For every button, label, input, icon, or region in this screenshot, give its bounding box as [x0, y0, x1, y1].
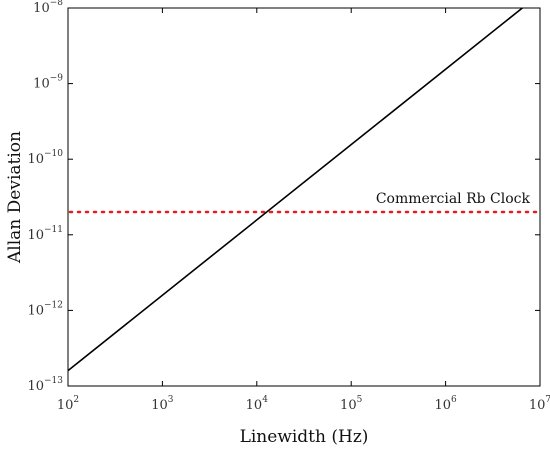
x-axis-label: Linewidth (Hz) — [240, 427, 369, 447]
x-tick-label: 103 — [151, 395, 174, 413]
y-tick-label: 10−12 — [27, 300, 63, 318]
x-axis-ticks: 102 103 104 105 106 107 — [57, 8, 550, 413]
x-tick-label: 106 — [434, 395, 457, 413]
y-tick-label: 10−8 — [33, 0, 63, 16]
series-layer — [67, 7, 523, 372]
allan-deviation-line — [67, 7, 523, 372]
rb-clock-label: Commercial Rb Clock — [376, 191, 531, 207]
y-axis-ticks: 10−13 10−12 10−11 10−10 10−9 10−8 — [27, 0, 540, 394]
y-tick-label: 10−13 — [27, 376, 63, 394]
x-tick-label: 105 — [340, 395, 363, 413]
x-tick-label: 104 — [246, 395, 269, 413]
y-tick-label: 10−9 — [33, 74, 63, 92]
reference-lines: Commercial Rb Clock — [68, 191, 540, 214]
y-axis-label: Allan Deviation — [5, 131, 25, 264]
y-tick-label: 10−11 — [27, 225, 63, 243]
plot-frame — [67, 7, 541, 387]
x-tick-label: 107 — [529, 395, 550, 413]
y-tick-label: 10−10 — [27, 149, 63, 167]
x-tick-label: 102 — [57, 395, 79, 413]
